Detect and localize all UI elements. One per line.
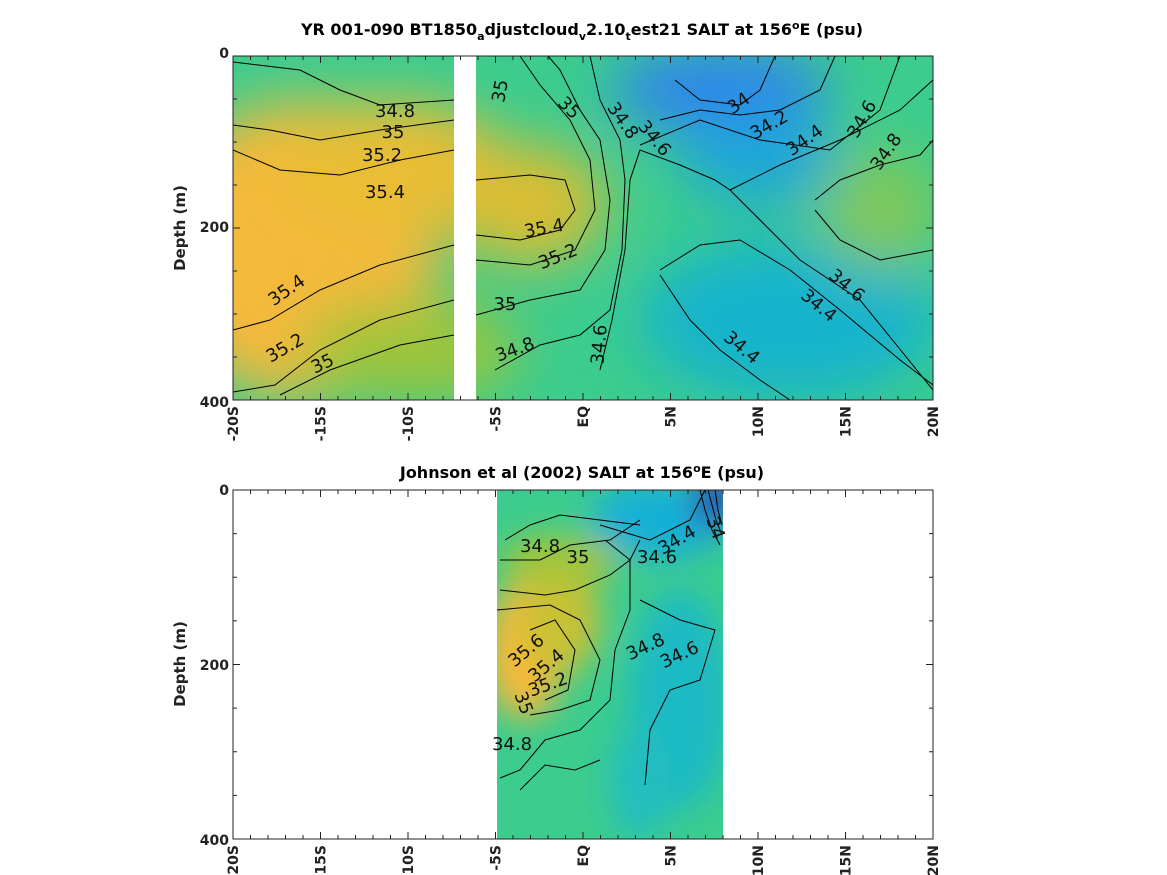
panel-bottom: Johnson et al (2002) SALT at 156oE (psu) bbox=[171, 462, 942, 875]
x-tick-label: 10N bbox=[751, 845, 767, 875]
salinity-field-bottom bbox=[497, 490, 723, 839]
x-tick-label: -5S bbox=[489, 845, 505, 871]
x-tick-label: 5N bbox=[664, 845, 680, 866]
contour-label: 34.8 bbox=[520, 536, 560, 557]
y-axis-top: Depth (m) 0 200 400 bbox=[171, 46, 229, 411]
x-tick-label: EQ bbox=[576, 406, 592, 428]
salinity-field-top bbox=[233, 56, 933, 400]
contour-label: 34.8 bbox=[375, 101, 415, 122]
title-top: YR 001-090 BT1850adjustcloudv2.10test21 … bbox=[300, 19, 863, 43]
title-bottom: Johnson et al (2002) SALT at 156oE (psu) bbox=[399, 462, 764, 482]
y-tick-label: 0 bbox=[219, 46, 229, 62]
x-tick-label: 20N bbox=[926, 845, 942, 875]
x-tick-label: 5N bbox=[664, 406, 680, 427]
panel-top: YR 001-090 BT1850adjustcloudv2.10test21 … bbox=[171, 19, 942, 441]
missing-data-gap bbox=[454, 56, 476, 400]
y-axis-bottom: Depth (m) 0 200 400 bbox=[171, 483, 229, 849]
y-tick-label: 200 bbox=[200, 220, 229, 236]
x-axis-top: -20S -15S -10S -5S EQ 5N 10N 15N 20N bbox=[226, 55, 942, 441]
x-tick-label: -15S bbox=[314, 845, 330, 875]
contour-label: 35 bbox=[488, 78, 513, 104]
contour-label: 35 bbox=[382, 122, 405, 143]
x-tick-label: -15S bbox=[314, 406, 330, 441]
contour-label: 34.6 bbox=[587, 324, 611, 366]
contour-label: 34.8 bbox=[492, 734, 532, 755]
contours-bottom bbox=[497, 490, 723, 791]
contours-top bbox=[233, 56, 933, 400]
x-tick-label: -10S bbox=[401, 406, 417, 441]
x-tick-label: 15N bbox=[839, 845, 855, 875]
x-axis-bottom: -20S -15S -10S -5S EQ 5N 10N 15N 20N bbox=[226, 489, 942, 875]
y-tick-label: 400 bbox=[200, 833, 229, 849]
y-tick-label: 200 bbox=[200, 658, 229, 674]
contour-label: 34.6 bbox=[637, 547, 677, 568]
contour-label: 35.2 bbox=[362, 145, 402, 166]
x-tick-label: -20S bbox=[226, 406, 242, 441]
contour-label: 35.4 bbox=[365, 182, 405, 203]
y-tick-label: 400 bbox=[200, 395, 229, 411]
y-tick-label: 0 bbox=[219, 483, 229, 499]
contour-label: 35 bbox=[494, 294, 517, 315]
x-tick-label: 10N bbox=[751, 406, 767, 437]
x-tick-label: 15N bbox=[839, 406, 855, 437]
x-tick-label: -20S bbox=[226, 845, 242, 875]
y-axis-label-bottom: Depth (m) bbox=[171, 621, 189, 707]
x-tick-label: -10S bbox=[401, 845, 417, 875]
y-axis-label-top: Depth (m) bbox=[171, 185, 189, 271]
x-tick-label: 20N bbox=[926, 406, 942, 437]
x-tick-label: -5S bbox=[489, 406, 505, 432]
x-tick-label: EQ bbox=[576, 845, 592, 867]
contour-label: 35 bbox=[567, 547, 590, 568]
